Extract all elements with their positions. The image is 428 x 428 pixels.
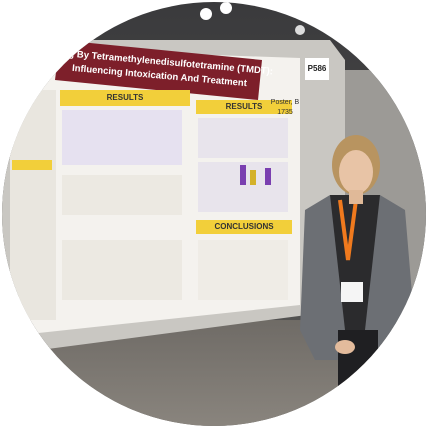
ceiling-light bbox=[220, 2, 232, 14]
badge bbox=[341, 282, 363, 302]
poster-figure bbox=[198, 118, 288, 158]
face bbox=[339, 150, 373, 194]
section-header-text: RESULTS bbox=[107, 93, 144, 102]
ceiling-light bbox=[200, 8, 212, 20]
section-header bbox=[60, 90, 190, 106]
section-header bbox=[196, 100, 292, 114]
neck bbox=[349, 190, 363, 204]
section-header-text: CONCLUSIONS bbox=[214, 222, 274, 231]
poster-figure bbox=[62, 240, 182, 300]
poster-title-banner bbox=[55, 40, 262, 100]
poster-text-block bbox=[198, 240, 288, 300]
poster-number: 1735 bbox=[277, 109, 293, 116]
board-number: P586 bbox=[308, 64, 327, 73]
hands bbox=[335, 340, 355, 354]
section-header bbox=[12, 160, 52, 170]
poster-figure bbox=[62, 175, 182, 215]
poster-bar bbox=[240, 165, 246, 185]
poster-column bbox=[10, 90, 56, 320]
lanyard bbox=[338, 199, 358, 261]
section-header bbox=[196, 220, 292, 234]
poster-bar bbox=[250, 170, 256, 185]
board-sign bbox=[305, 58, 329, 80]
poster-figure bbox=[62, 110, 182, 165]
poster-label: Poster, B bbox=[271, 99, 300, 106]
section-header-text: RESULTS bbox=[226, 102, 263, 111]
poster-bar bbox=[265, 168, 271, 185]
ceiling-light bbox=[295, 25, 305, 35]
